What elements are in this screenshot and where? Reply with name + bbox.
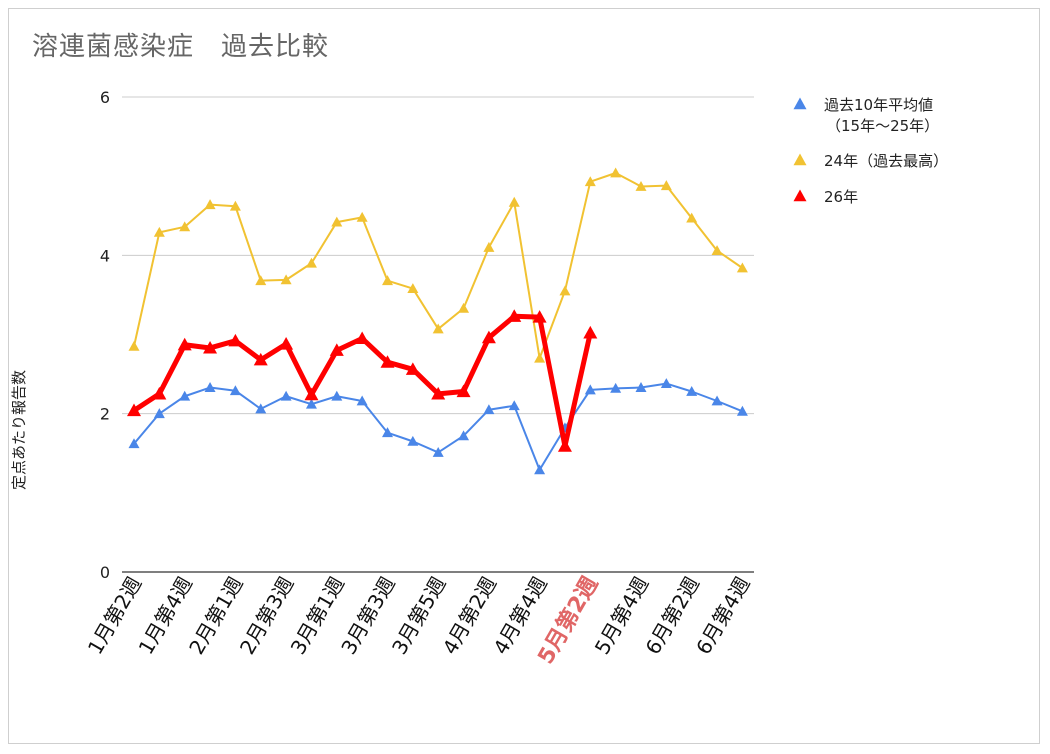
data-point — [456, 384, 471, 398]
legend: 過去10年平均値 （15年〜25年） 24年（過去最高） 26年 — [793, 96, 948, 206]
data-point — [507, 309, 522, 322]
data-point — [382, 427, 393, 438]
data-point — [736, 262, 748, 273]
legend-marker — [793, 153, 807, 166]
data-point — [407, 283, 419, 293]
data-point — [128, 438, 140, 449]
data-point — [532, 310, 547, 323]
data-point — [407, 435, 419, 446]
data-point — [405, 362, 420, 375]
data-point — [635, 382, 647, 392]
y-tick-label: 6 — [100, 88, 110, 107]
data-point — [305, 257, 317, 268]
data-point — [534, 352, 546, 363]
data-point — [204, 199, 216, 210]
data-point — [177, 337, 192, 351]
data-point — [153, 226, 165, 237]
data-point — [483, 241, 495, 252]
y-tick-labels: 0 2 4 6 — [100, 88, 110, 582]
data-point — [711, 245, 723, 255]
data-point — [255, 403, 267, 414]
data-point — [356, 395, 368, 406]
data-point — [458, 430, 470, 441]
y-tick-label: 4 — [100, 246, 110, 265]
data-point — [331, 216, 343, 227]
data-point — [559, 285, 571, 296]
data-point — [228, 333, 243, 347]
data-point — [305, 398, 317, 409]
data-point — [382, 275, 393, 286]
data-point — [279, 337, 294, 350]
series-layer — [127, 167, 748, 475]
gridlines — [122, 96, 754, 573]
data-point — [736, 405, 748, 416]
data-point — [329, 343, 344, 356]
data-point — [127, 403, 141, 417]
data-point — [431, 386, 446, 400]
data-point — [355, 331, 370, 345]
data-point — [534, 464, 546, 475]
data-point — [153, 408, 165, 419]
data-point — [660, 180, 672, 191]
data-point — [635, 180, 647, 191]
data-point — [508, 196, 520, 207]
data-point — [152, 386, 167, 400]
data-point — [432, 323, 444, 334]
y-tick-label: 2 — [100, 405, 110, 424]
chart-frame — [8, 8, 1040, 744]
x-tick-labels: 1月第2週1月第4週2月第1週2月第3週3月第1週3月第3週3月第5週4月第2週… — [83, 572, 755, 669]
data-point — [253, 352, 268, 366]
legend-marker — [793, 189, 807, 202]
data-point — [610, 382, 622, 393]
data-point — [610, 167, 622, 178]
legend-label-line2: （15年〜25年） — [826, 117, 939, 135]
legend-label: 過去10年平均値 — [824, 96, 933, 114]
series-2 — [127, 309, 598, 452]
data-point — [557, 439, 572, 452]
data-point — [380, 355, 395, 368]
data-point — [356, 211, 368, 222]
data-point — [458, 302, 470, 313]
y-tick-label: 0 — [100, 563, 110, 582]
data-point — [483, 404, 495, 415]
series-1 — [128, 167, 748, 363]
data-point — [304, 387, 319, 401]
data-point — [128, 340, 140, 351]
data-point — [508, 400, 520, 411]
data-point — [229, 385, 241, 396]
data-point — [255, 275, 267, 286]
data-point — [686, 386, 698, 396]
data-point — [204, 382, 216, 392]
data-point — [660, 378, 672, 388]
data-point — [280, 390, 292, 401]
data-point — [584, 384, 596, 395]
data-point — [711, 395, 723, 406]
legend-label: 26年 — [824, 188, 858, 206]
data-point — [584, 176, 596, 187]
series-0 — [128, 378, 748, 475]
data-point — [583, 325, 598, 339]
legend-marker — [793, 97, 807, 110]
data-point — [432, 446, 444, 457]
data-point — [686, 212, 698, 223]
data-point — [203, 340, 218, 354]
data-point — [179, 390, 191, 401]
chart-title: 溶連菌感染症 過去比較 — [32, 32, 330, 62]
data-point — [280, 274, 292, 285]
data-point — [229, 200, 241, 211]
data-point — [481, 330, 496, 344]
data-point — [331, 390, 343, 401]
data-point — [179, 221, 191, 232]
legend-label: 24年（過去最高） — [824, 152, 948, 170]
